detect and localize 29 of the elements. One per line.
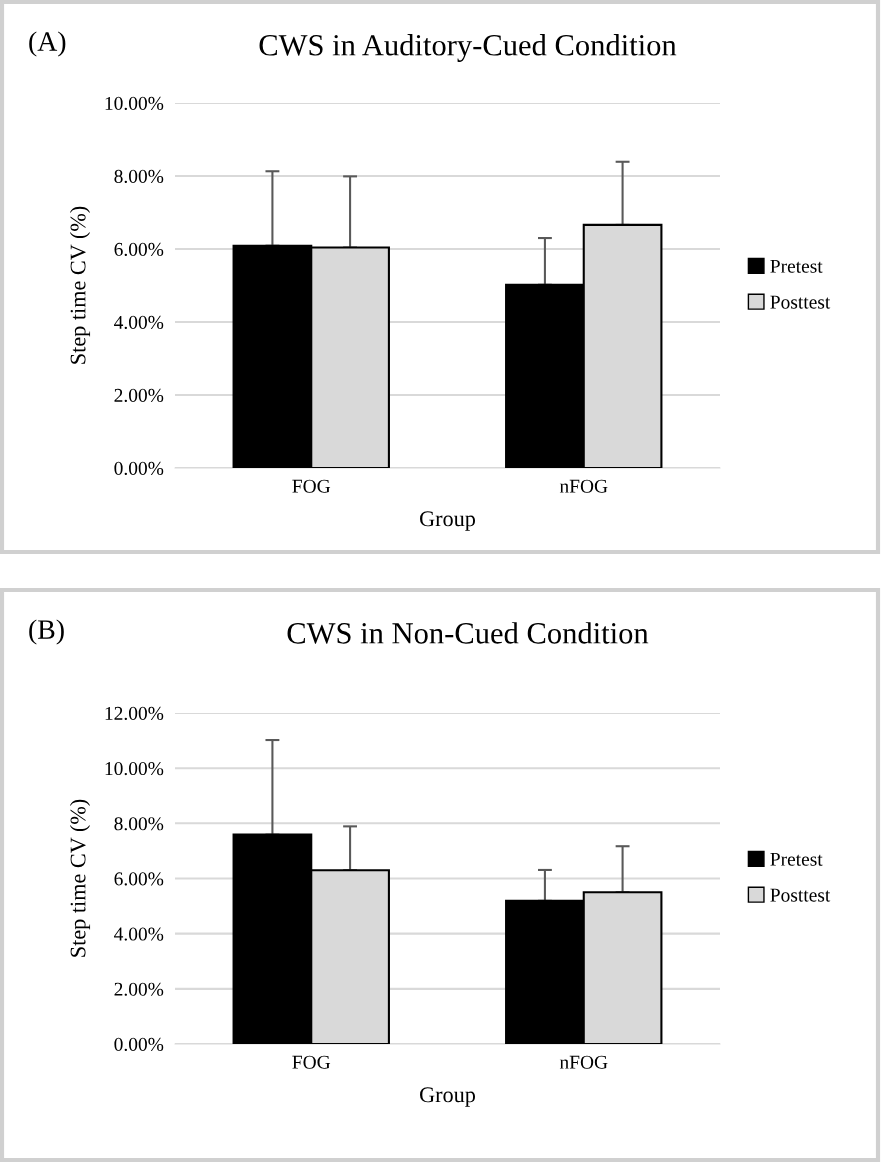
- y-tick-label: 10.00%: [105, 761, 164, 776]
- chart-title: CWS in Auditory-Cued Condition: [259, 34, 677, 62]
- y-tick-label: 2.00%: [114, 982, 164, 996]
- legend-label: Posttest: [770, 888, 831, 902]
- legend-label: Pretest: [770, 852, 823, 866]
- chart-title: CWS in Non-Cued Condition: [287, 622, 649, 644]
- y-axis-title: Step time CV (%): [69, 799, 91, 957]
- y-tick-label: 4.00%: [114, 315, 164, 330]
- y-tick-label: 12.00%: [105, 706, 164, 721]
- text: (A): [29, 31, 66, 57]
- y-axis-title: Step time CV (%): [69, 206, 91, 364]
- y-tick-label: 8.00%: [114, 817, 164, 831]
- y-tick-label: 4.00%: [114, 927, 164, 941]
- y-tick-label: 0.00%: [114, 461, 164, 476]
- legend-label: Posttest: [770, 295, 831, 309]
- x-axis-title: Group: [420, 1087, 476, 1107]
- x-tick-label: FOG: [292, 1055, 331, 1069]
- y-tick-label: 2.00%: [114, 388, 164, 403]
- y-tick-label: 0.00%: [114, 1037, 164, 1052]
- y-tick-label: 8.00%: [114, 169, 164, 184]
- y-tick-label: 6.00%: [114, 242, 164, 257]
- x-axis-title: Group: [420, 511, 476, 531]
- x-tick-label: nFOG: [559, 1055, 608, 1069]
- y-tick-label: 6.00%: [114, 872, 164, 886]
- x-tick-label: FOG: [292, 479, 331, 493]
- text: (B): [29, 619, 64, 645]
- legend-label: Pretest: [770, 259, 823, 273]
- x-tick-label: nFOG: [559, 479, 608, 493]
- y-tick-label: 10.00%: [105, 96, 164, 111]
